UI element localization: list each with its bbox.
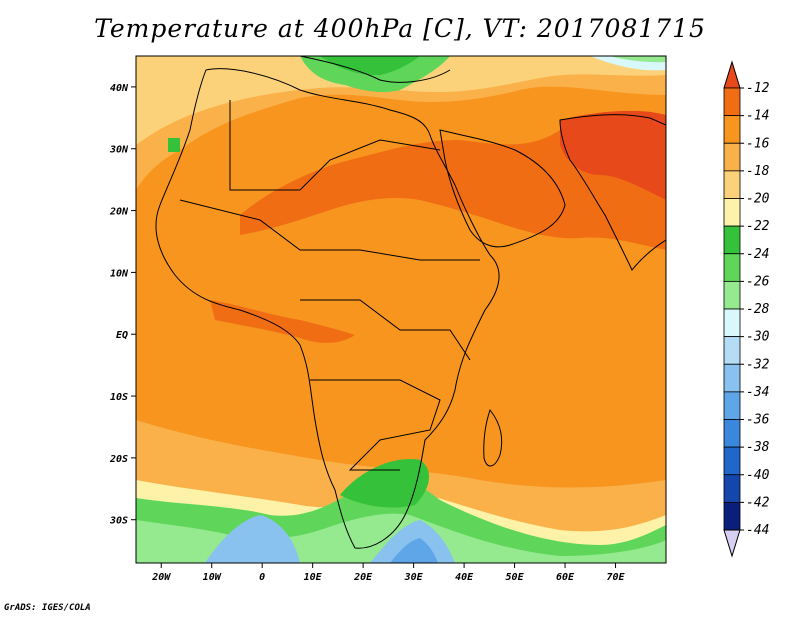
colorbar-swatch [723,474,741,503]
sahel-borders [179,199,480,261]
lon-tick-label: 20W [151,572,171,583]
colorbar-label: -16 [746,136,770,151]
field-small-green [168,138,180,152]
arabia-coast [439,129,566,248]
colorbar-swatch [723,363,741,393]
lon-tick-label: 0 [259,572,265,583]
lon-tick-label: 50E [506,572,525,583]
temperature-field [136,56,666,563]
colorbar-swatch [723,115,741,144]
lon-tick-label: 10E [304,572,323,583]
lon-tick-label: 30E [404,572,424,583]
colorbar-label: -28 [746,302,770,317]
lat-tick-label: 40N [110,83,129,94]
lon-tick-label: 10W [203,572,222,583]
field-north-pale [136,56,666,145]
colorbar-swatch [723,198,741,227]
africa-coast [155,68,500,549]
colorbar-swatch [723,308,741,338]
colorbar: -12 -14 -16 -18 -20 -22 -24 -26 -28 -30 -32 -34 -36 -… [723,60,770,558]
colorbar-swatch [723,501,741,531]
colorbar-label: -44 [746,523,769,538]
colorbar-label: -26 [746,274,770,289]
lon-tick-label: 60E [556,572,575,583]
colorbar-label: -24 [746,247,769,262]
colorbar-bottom-triangle [723,529,741,558]
colorbar-swatch [723,391,741,420]
lat-tick-label: EQ [116,330,128,341]
field-ne-green [610,56,666,63]
lat-tick-label: 20S [109,454,128,465]
colorbar-label: -42 [746,495,770,510]
india-coast [559,114,666,271]
field-med-dark [320,56,420,76]
colorbar-swatch [723,253,741,282]
colorbar-swatch [723,170,741,199]
lat-tick-label: 10S [110,392,128,403]
lon-tick-label: 40E [455,572,474,583]
colorbar-top-triangle [723,60,741,89]
colorbar-label: -22 [746,219,770,234]
field-cold-pool-west [205,515,300,563]
med-coast [299,56,451,83]
colorbar-swatch [723,225,741,255]
colorbar-swatch [723,419,741,448]
north-borders [229,100,441,191]
madagascar-coast [483,408,503,467]
field-warm-equator [210,300,355,343]
colorbar-label: -32 [746,357,770,372]
colorbar-label: -20 [746,192,770,207]
colorbar-swatch [723,142,741,172]
field-cold-core [390,538,438,563]
colorbar-label: -38 [746,440,770,455]
colorbar-swatch [723,280,741,310]
lon-tick-group: 20W 10W 0 10E 20E 30E 40E 50E 60E 70E [151,563,626,583]
southern-borders [310,379,441,471]
colorbar-label: -40 [746,468,770,483]
lon-tick-label: 20E [353,572,373,583]
colorbar-label: -14 [746,109,769,124]
colorbar-label: -30 [746,330,770,345]
map-title: Temperature at 400hPa [C], VT: 201708171… [94,14,706,43]
software-credit: GrADS: IGES/COLA [4,603,91,613]
lat-tick-label: 10N [110,268,129,279]
colorbar-swatch [723,87,741,117]
lat-tick-label: 30N [109,145,129,156]
lon-tick-label: 70E [606,572,625,583]
lat-tick-label: 30S [109,516,128,527]
lat-tick-label: 20N [109,207,129,218]
colorbar-label: -12 [746,81,770,96]
colorbar-label: -18 [746,164,770,179]
lat-tick-group: 40N 30N 20N 10N EQ 10S 20S 30S [109,83,136,527]
central-borders [300,299,471,361]
field-sa-green [340,459,430,508]
coastlines [155,56,666,549]
map-frame [135,55,667,564]
colorbar-label: -36 [746,413,770,428]
colorbar-label: -34 [746,385,769,400]
field-hot-arabia-india [560,110,666,200]
colorbar-swatch [723,446,741,476]
colorbar-swatch [723,336,741,365]
